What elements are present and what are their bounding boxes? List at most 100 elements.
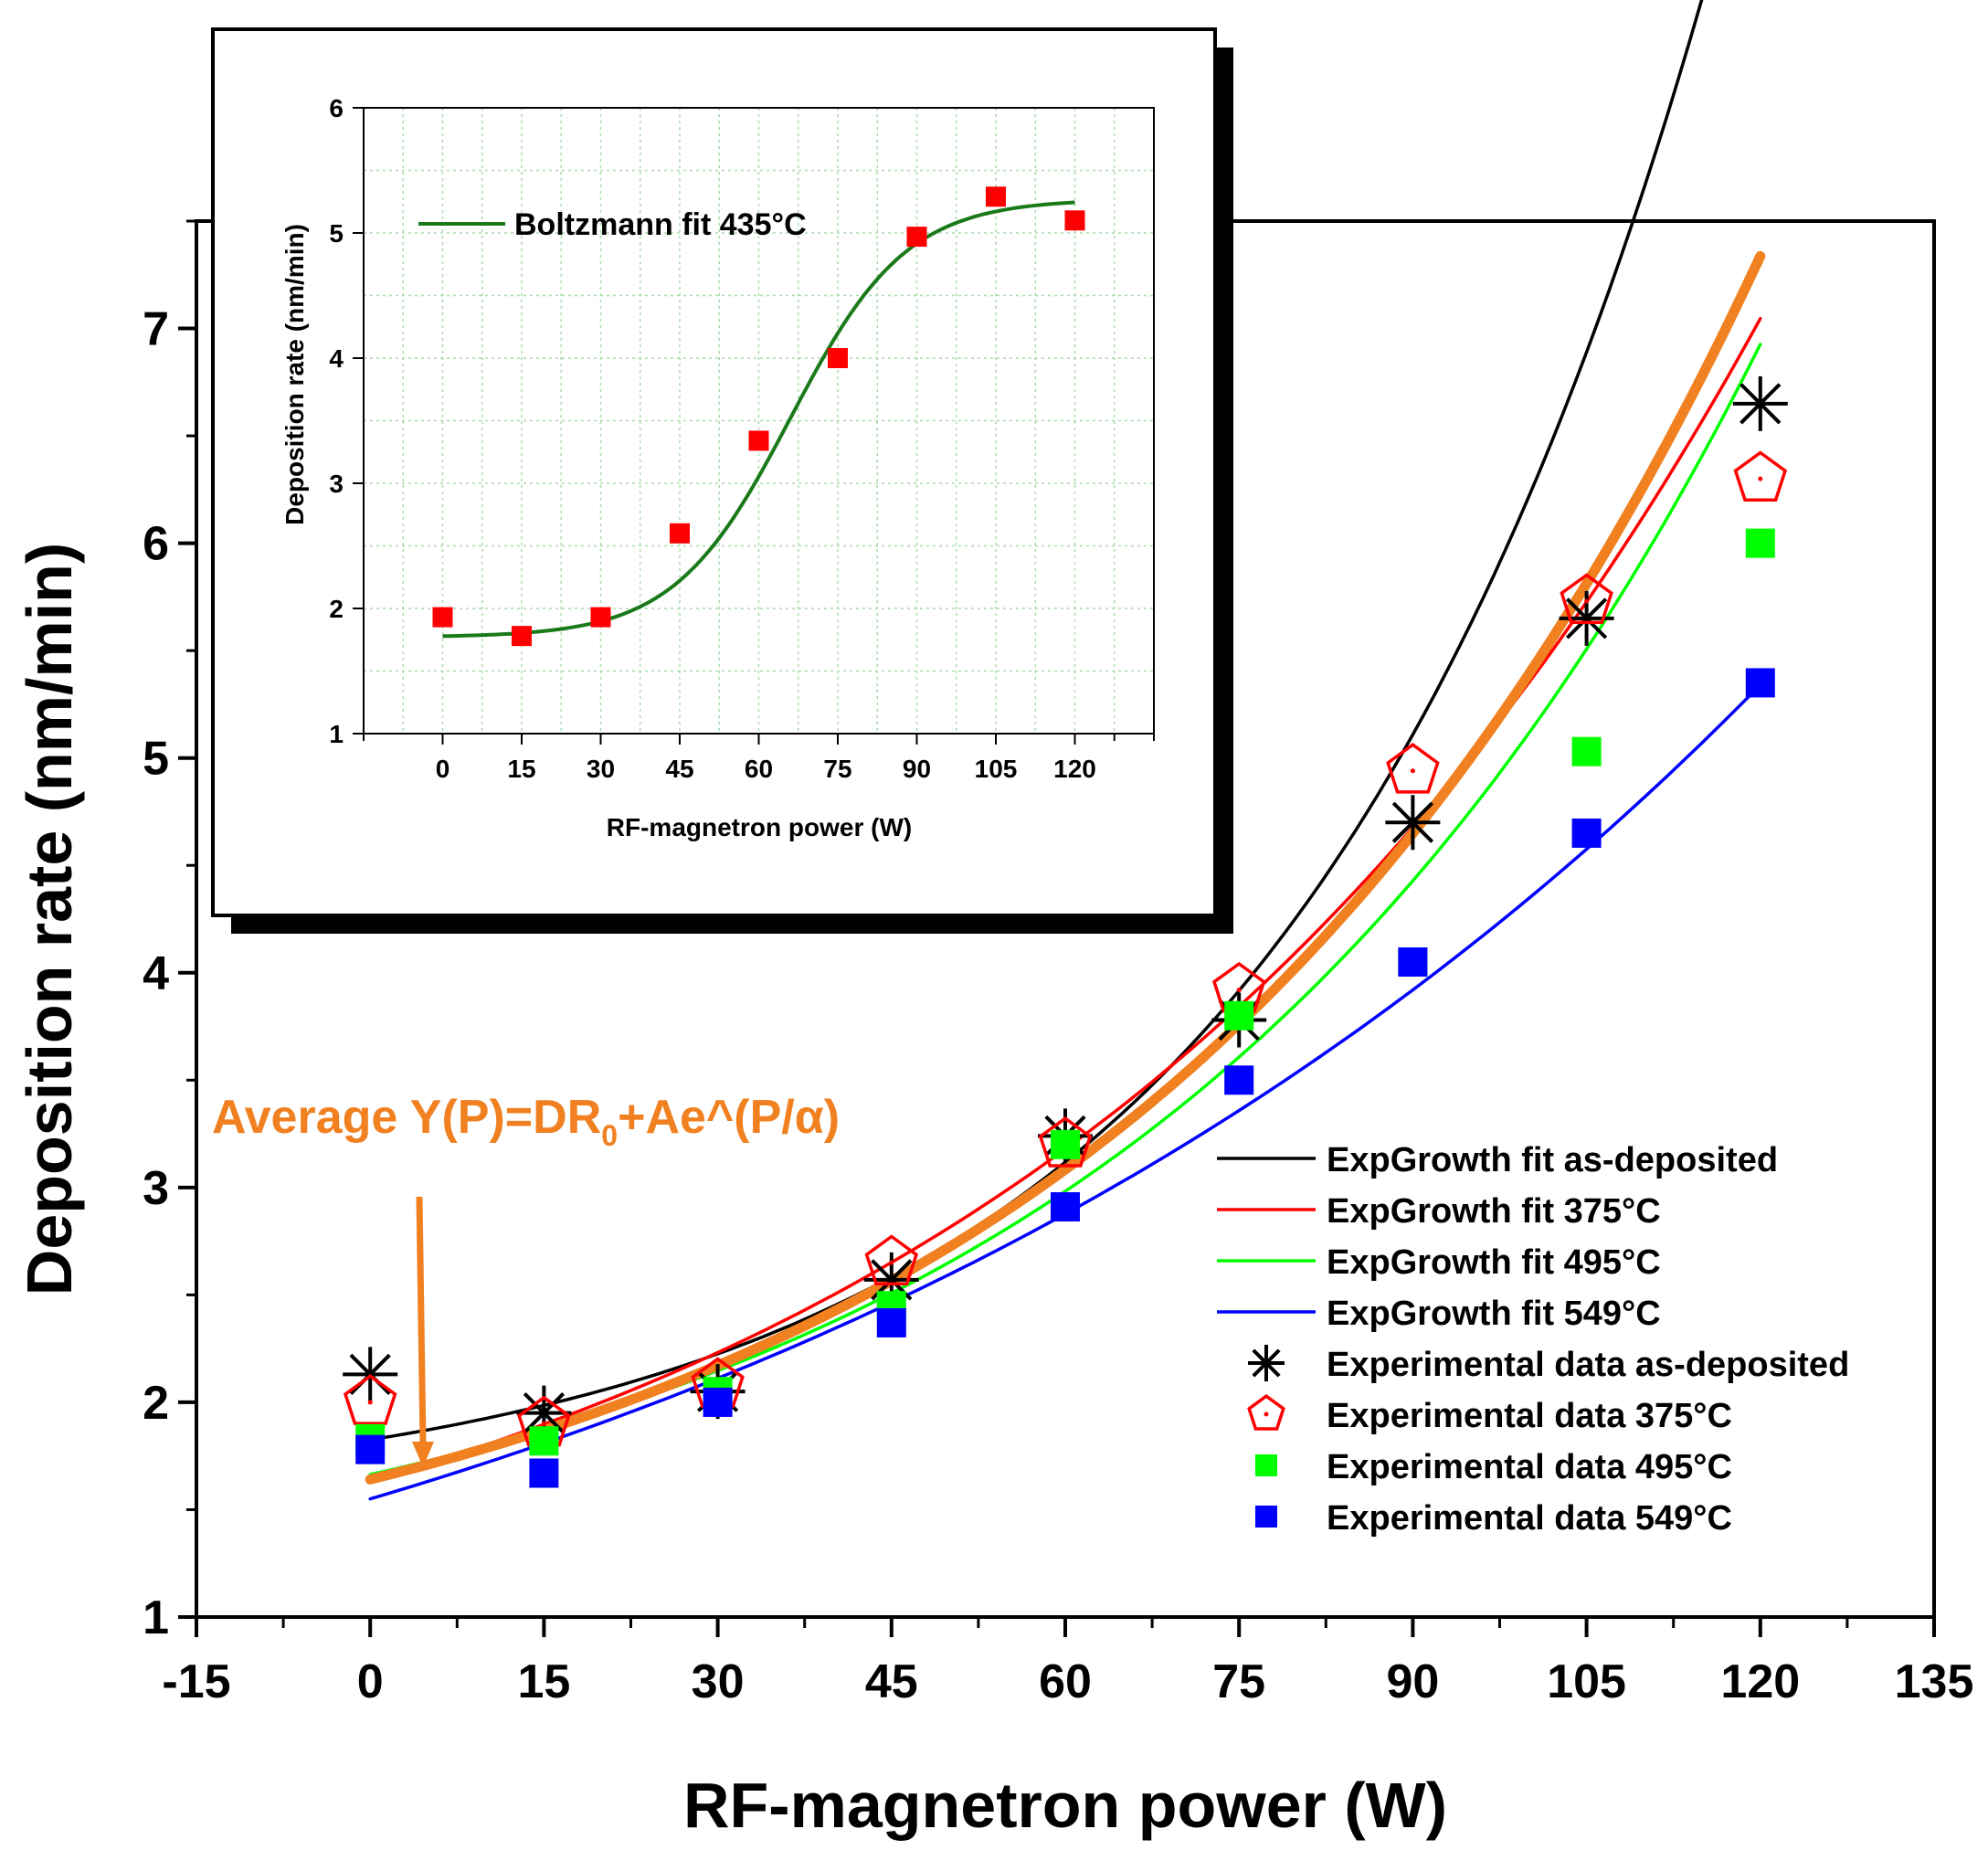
inset-data-points <box>432 186 1085 647</box>
main-x-tick-label: 0 <box>357 1655 384 1708</box>
annotation-tail: +Ae^(P/α) <box>618 1091 840 1144</box>
data-point <box>1560 573 1613 624</box>
inset-legend-label: Boltzmann fit 435°C <box>514 207 807 242</box>
main-y-tick-label: 7 <box>143 303 169 356</box>
data-point <box>1386 743 1440 794</box>
data-point-center <box>367 1400 373 1405</box>
data-point <box>876 1307 906 1337</box>
main-legend: ExpGrowth fit as-deposited ExpGrowth fit … <box>1217 1141 1849 1538</box>
data-point <box>1571 736 1602 766</box>
inset-x-tick-label: 0 <box>436 755 450 783</box>
inset-background <box>211 27 1217 917</box>
inset-x-tick-label: 120 <box>1053 755 1096 783</box>
inset-y-tick-label: 5 <box>329 219 344 248</box>
inset-data-point <box>1064 210 1085 231</box>
data-point-center <box>889 1260 894 1265</box>
inset-data-point <box>590 607 611 628</box>
data-point <box>529 1426 559 1456</box>
data-point <box>1385 795 1441 851</box>
inset-grid <box>364 108 1154 734</box>
inset-x-tick-label: 15 <box>507 755 535 783</box>
annotation-arrowhead <box>412 1442 434 1467</box>
inset-x-tick-label: 75 <box>823 755 851 783</box>
inset-data-point <box>828 348 848 368</box>
inset-x-tick-label: 45 <box>665 755 693 783</box>
main-x-axis: -15 0 15 30 45 60 75 90 105 120 135 <box>162 1617 1973 1708</box>
main-x-tick-label: 135 <box>1895 1655 1974 1708</box>
main-y-tick-label: 1 <box>143 1591 169 1644</box>
legend-label: Experimental data 375°C <box>1327 1397 1732 1435</box>
data-point <box>1745 668 1775 698</box>
data-point-center <box>1758 476 1763 481</box>
data-point-stroke <box>1391 801 1434 843</box>
main-y-tick-label: 3 <box>143 1162 169 1215</box>
annotation-arrow-shaft <box>416 1196 427 1444</box>
inset-data-point <box>512 626 532 647</box>
main-x-tick-label: 105 <box>1547 1655 1626 1708</box>
data-point <box>1398 947 1428 978</box>
main-y-tick-label: 6 <box>143 518 169 571</box>
fit-equation-annotation: Average Y(P)=DR0+Ae^(P/α) <box>212 1091 840 1467</box>
legend-label: Experimental data as-deposited <box>1327 1346 1849 1384</box>
main-y-tick-label: 4 <box>143 947 169 1000</box>
legend-label: ExpGrowth fit as-deposited <box>1327 1141 1778 1179</box>
main-y-tick-label: 5 <box>143 733 169 786</box>
inset-x-tick-label: 105 <box>975 755 1018 783</box>
legend-marker-experimental-data-375-c <box>1247 1394 1285 1431</box>
data-point-outline <box>1560 573 1613 624</box>
inset-legend: Boltzmann fit 435°C <box>418 207 807 242</box>
legend-label: ExpGrowth fit 375°C <box>1327 1192 1661 1231</box>
data-point-center <box>1236 988 1242 993</box>
data-point <box>1733 450 1788 502</box>
inset-series-experimental-data-435-c <box>432 186 1085 647</box>
main-x-tick-label: 45 <box>865 1655 918 1708</box>
data-point-stroke <box>523 1392 566 1434</box>
inset-x-axis-title: RF-magnetron power (W) <box>607 813 912 841</box>
data-point <box>1224 1000 1254 1031</box>
inset-data-point <box>748 430 769 451</box>
data-point <box>1571 818 1602 848</box>
inset-y-axis-title: Deposition rate (nm/min) <box>280 224 309 525</box>
data-point <box>1745 528 1775 558</box>
data-point <box>355 1434 386 1464</box>
data-point-stroke <box>1565 597 1608 640</box>
inset-y-tick-label: 4 <box>329 344 344 373</box>
data-point <box>343 1374 397 1425</box>
main-x-tick-label: 15 <box>517 1655 570 1708</box>
inset-data-point <box>986 186 1006 207</box>
data-point <box>1224 1065 1254 1095</box>
inset-y-tick-label: 3 <box>329 470 344 498</box>
data-point-center <box>1584 598 1590 604</box>
inset-y-tick-label: 2 <box>329 595 344 623</box>
data-point-outline <box>1038 1116 1093 1168</box>
data-point <box>864 1234 919 1286</box>
inset-y-axis: 1 2 3 4 5 6 <box>329 94 364 748</box>
main-x-tick-label: 60 <box>1039 1655 1092 1708</box>
main-y-axis-title: Deposition rate (nm/min) <box>14 543 85 1295</box>
data-point <box>529 1458 559 1488</box>
main-x-tick-label: 75 <box>1212 1655 1265 1708</box>
inset-y-tick-label: 6 <box>329 94 344 122</box>
main-x-tick-label: 90 <box>1386 1655 1439 1708</box>
legend-label: ExpGrowth fit 549°C <box>1327 1295 1661 1333</box>
inset-data-point <box>670 523 690 544</box>
inset-x-tick-label: 60 <box>745 755 773 783</box>
data-point-outline <box>864 1234 919 1286</box>
data-point <box>703 1387 733 1417</box>
inset-y-tick-label: 1 <box>329 720 344 748</box>
data-point-stroke <box>1740 383 1782 425</box>
inset-data-point <box>906 227 927 248</box>
data-point-outline <box>1733 450 1788 502</box>
data-point <box>1051 1129 1080 1159</box>
main-x-axis-title: RF-magnetron power (W) <box>683 1770 1447 1841</box>
data-point-center <box>1410 768 1415 774</box>
data-point-center <box>541 1421 546 1426</box>
legend-marker-experimental-data-495-c <box>1255 1454 1277 1476</box>
main-y-axis: 1 2 3 4 5 6 7 <box>143 219 196 1644</box>
inset-x-axis: 0 15 30 45 60 75 90 105 120 <box>363 734 1155 783</box>
legend-label: ExpGrowth fit 495°C <box>1327 1243 1661 1282</box>
main-data-points <box>343 375 1788 1488</box>
